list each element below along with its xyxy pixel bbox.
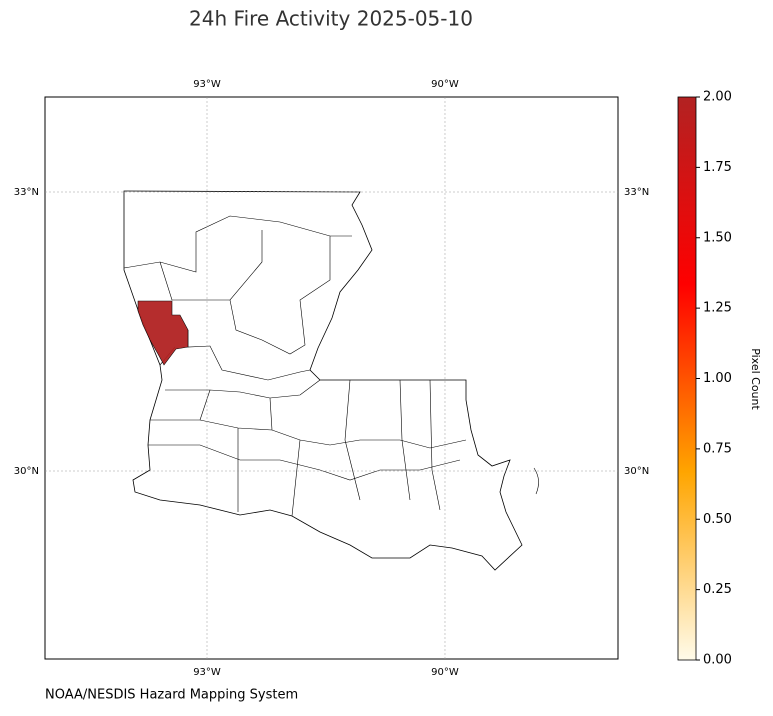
state-outline	[123, 190, 523, 571]
lon-label-top: 93°W	[193, 79, 221, 90]
fire-parish	[137, 300, 189, 366]
credit: NOAA/NESDIS Hazard Mapping System	[45, 688, 298, 703]
colorbar-tick-label: 0.50	[703, 512, 732, 527]
colorbar-tick-label: 0.75	[703, 441, 732, 456]
colorbar-label: Pixel Count	[749, 348, 762, 410]
colorbar-tick-label: 0.00	[703, 653, 732, 668]
colorbar-tick-label: 2.00	[703, 90, 732, 105]
parish-lines	[123, 215, 467, 517]
lat-label-left: 30°N	[14, 466, 39, 477]
colorbar-tick-label: 1.75	[703, 160, 732, 175]
colorbar	[677, 96, 697, 661]
island	[533, 467, 539, 495]
lat-label-right: 33°N	[624, 187, 649, 198]
lat-label-left: 33°N	[14, 187, 39, 198]
colorbar-tick-label: 1.50	[703, 230, 732, 245]
colorbar-tick-label: 0.25	[703, 582, 732, 597]
lon-label-bottom: 93°W	[193, 667, 221, 678]
colorbar-tick-label: 1.00	[703, 371, 732, 386]
title: 24h Fire Activity 2025-05-10	[189, 7, 473, 31]
lon-label-bottom: 90°W	[431, 667, 459, 678]
map	[123, 190, 539, 571]
map-frame	[44, 96, 619, 660]
lon-label-top: 90°W	[431, 79, 459, 90]
colorbar-tick-label: 1.25	[703, 301, 732, 316]
lat-label-right: 30°N	[624, 466, 649, 477]
